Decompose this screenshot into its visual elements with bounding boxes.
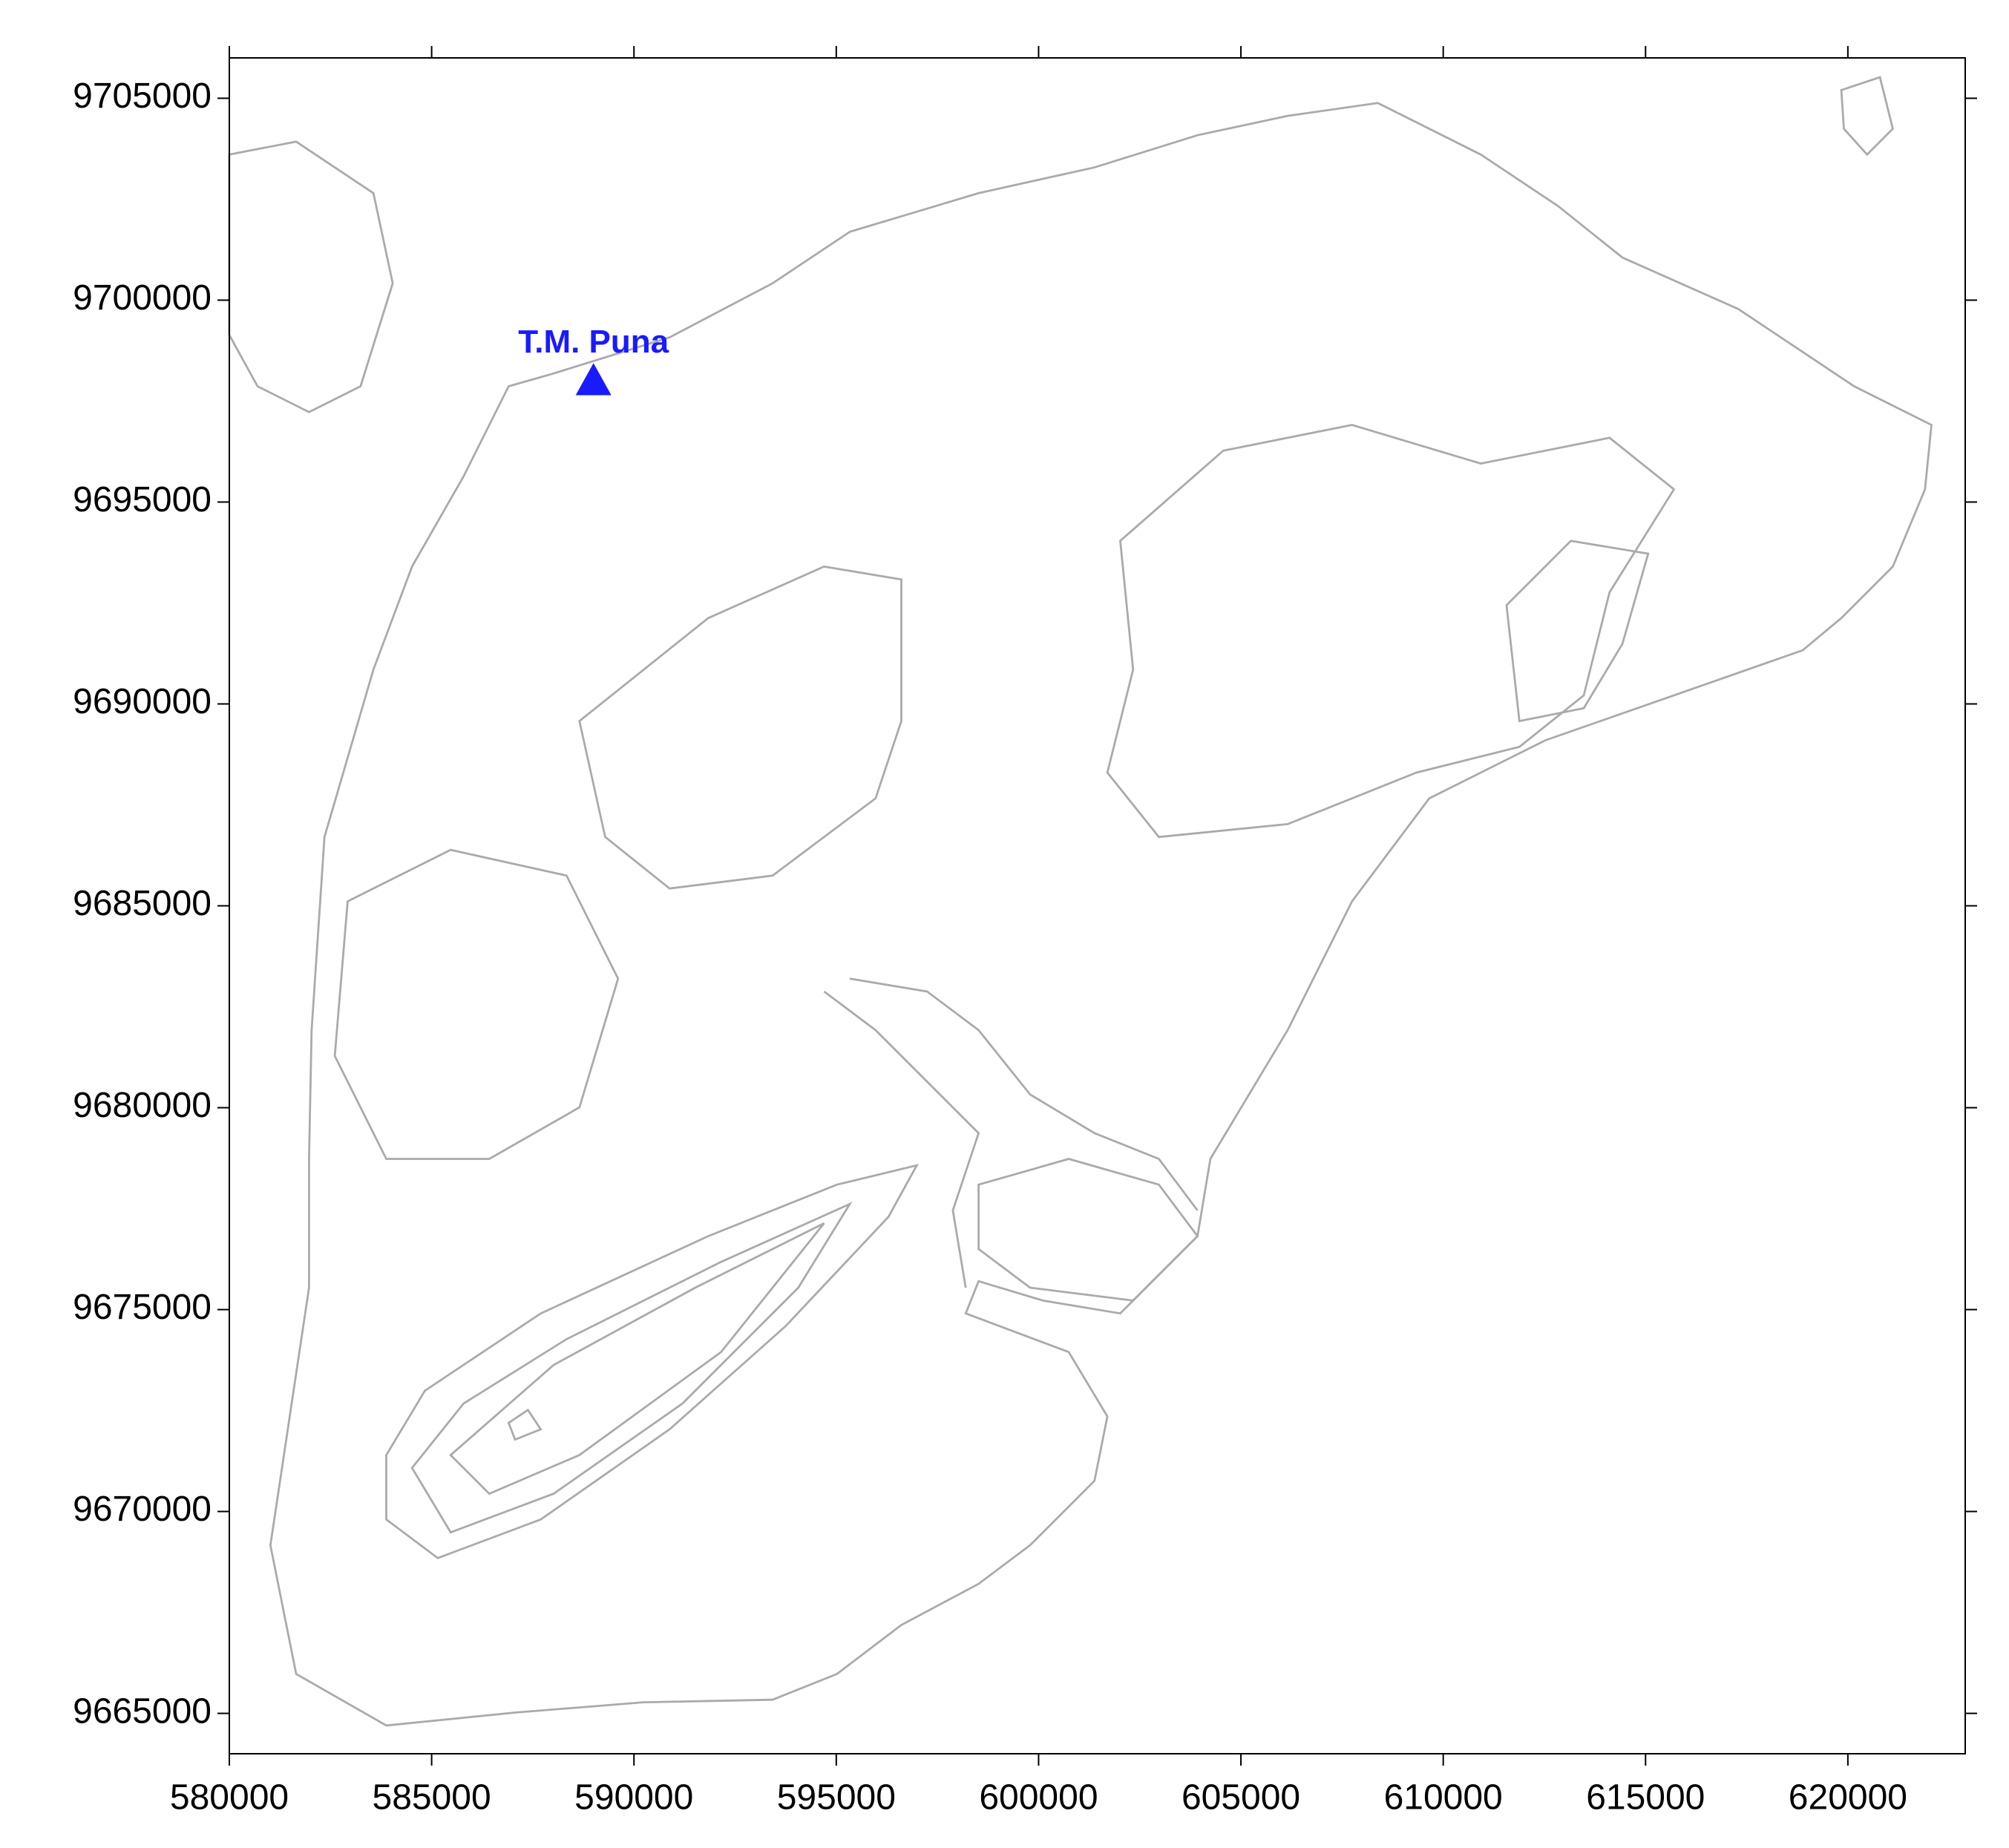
highland xyxy=(1505,540,1650,723)
y-tick-label: 9690000 xyxy=(73,682,212,721)
x-tick-label: 620000 xyxy=(1789,1778,1907,1818)
station-marker xyxy=(575,363,612,396)
y-tick-label: 9685000 xyxy=(73,884,212,923)
ridge-outline xyxy=(410,1202,853,1534)
islet xyxy=(1840,76,1894,157)
y-tick-label: 9705000 xyxy=(73,76,212,116)
y-tick-label: 9695000 xyxy=(73,480,212,520)
plot-frame xyxy=(229,57,1966,1754)
ridge-outline xyxy=(449,1222,825,1495)
x-tick-label: 590000 xyxy=(574,1778,693,1818)
contours xyxy=(228,76,1933,1727)
islet xyxy=(228,140,394,413)
y-tick-label: 9670000 xyxy=(73,1490,212,1529)
x-tick-label: 585000 xyxy=(373,1778,491,1818)
x-tick-label: 605000 xyxy=(1182,1778,1300,1818)
x-tick-label: 600000 xyxy=(979,1778,1098,1818)
y-tick-label: 9680000 xyxy=(73,1086,212,1125)
highland xyxy=(1106,424,1676,839)
x-tick-label: 610000 xyxy=(1384,1778,1503,1818)
y-tick-label: 9665000 xyxy=(73,1691,212,1731)
ridge-outline xyxy=(385,1164,920,1559)
highland xyxy=(578,565,902,890)
x-tick-label: 595000 xyxy=(777,1778,896,1818)
lowland xyxy=(333,848,620,1160)
x-tick-label: 580000 xyxy=(170,1778,289,1818)
y-tick-label: 9700000 xyxy=(73,278,212,318)
inlet xyxy=(507,1408,543,1441)
lowland xyxy=(977,1158,1199,1302)
x-tick-label: 615000 xyxy=(1586,1778,1705,1818)
y-tick-label: 9675000 xyxy=(73,1288,212,1327)
station-label: T.M. Puna xyxy=(518,324,669,360)
channel xyxy=(823,977,1199,1288)
